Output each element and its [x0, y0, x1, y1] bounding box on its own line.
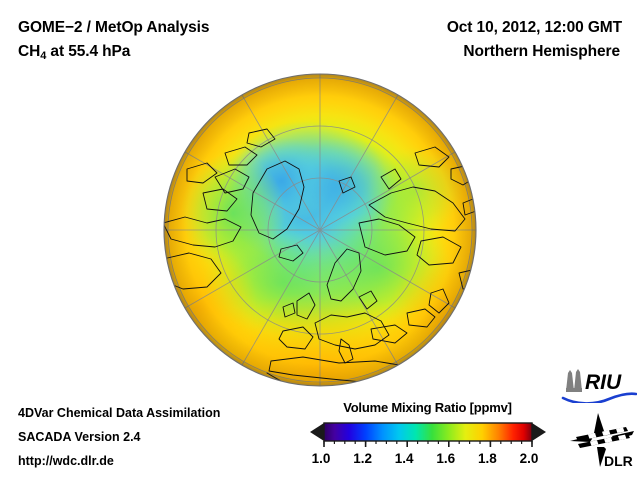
datetime-label: Oct 10, 2012, 12:00 GMT	[446, 19, 622, 36]
footer-credits: 4DVar Chemical Data Assimilation SACADA …	[18, 401, 220, 473]
colorbar-tick-label: 1.2	[353, 451, 372, 466]
colorbar-title: Volume Mixing Ratio [ppmv]	[343, 400, 512, 415]
colorbar-scale	[309, 422, 546, 447]
dlr-wordmark: DLR	[604, 453, 633, 469]
colorbar-min-arrow	[309, 423, 324, 441]
website-url[interactable]: http://wdc.dlr.de	[18, 454, 114, 468]
riu-wordmark: RIU	[585, 371, 622, 394]
colorbar-tick-label: 1.6	[436, 451, 456, 466]
species-level-label: CH4 at 55.4 hPa	[18, 40, 358, 68]
header-right-block: Oct 10, 2012, 12:00 GMT Northern Hemisph…	[322, 16, 622, 64]
colorbar: Volume Mixing Ratio [ppmv] 1.0 1.2 1.4 1.6 1…	[305, 400, 550, 471]
colorbar-max-arrow	[531, 423, 546, 441]
cathedral-icon	[566, 369, 582, 392]
colorbar-gradient	[322, 422, 533, 442]
wave-icon	[561, 392, 637, 403]
hemisphere-label: Northern Hemisphere	[463, 43, 620, 60]
analysis-title: GOME−2 / MetOp Analysis	[18, 19, 210, 36]
globe-map	[163, 73, 477, 387]
dlr-logo: DLR	[570, 413, 634, 469]
method-label: 4DVar Chemical Data Assimilation	[18, 406, 221, 420]
colorbar-tick-label: 1.8	[478, 451, 497, 466]
dlr-star-icon	[570, 413, 634, 467]
header-left-block: GOME−2 / MetOp Analysis CH4 at 55.4 hPa	[18, 16, 358, 68]
pressure-level-label: at 55.4 hPa	[46, 43, 131, 60]
species-subscript: 4	[40, 50, 47, 62]
riu-logo: RIU	[561, 369, 637, 403]
colorbar-tick-labels: 1.0 1.2 1.4 1.6 1.8 2.0	[305, 451, 550, 471]
version-label: SACADA Version 2.4	[18, 430, 141, 444]
globe-limb-shading	[164, 74, 476, 386]
colorbar-tick-label: 2.0	[519, 451, 539, 466]
globe-outline	[163, 73, 477, 387]
colorbar-tick-label: 1.4	[394, 451, 414, 466]
colorbar-ticks	[322, 441, 533, 447]
colorbar-tick-label: 1.0	[311, 451, 331, 466]
species-label: CH	[18, 43, 41, 60]
